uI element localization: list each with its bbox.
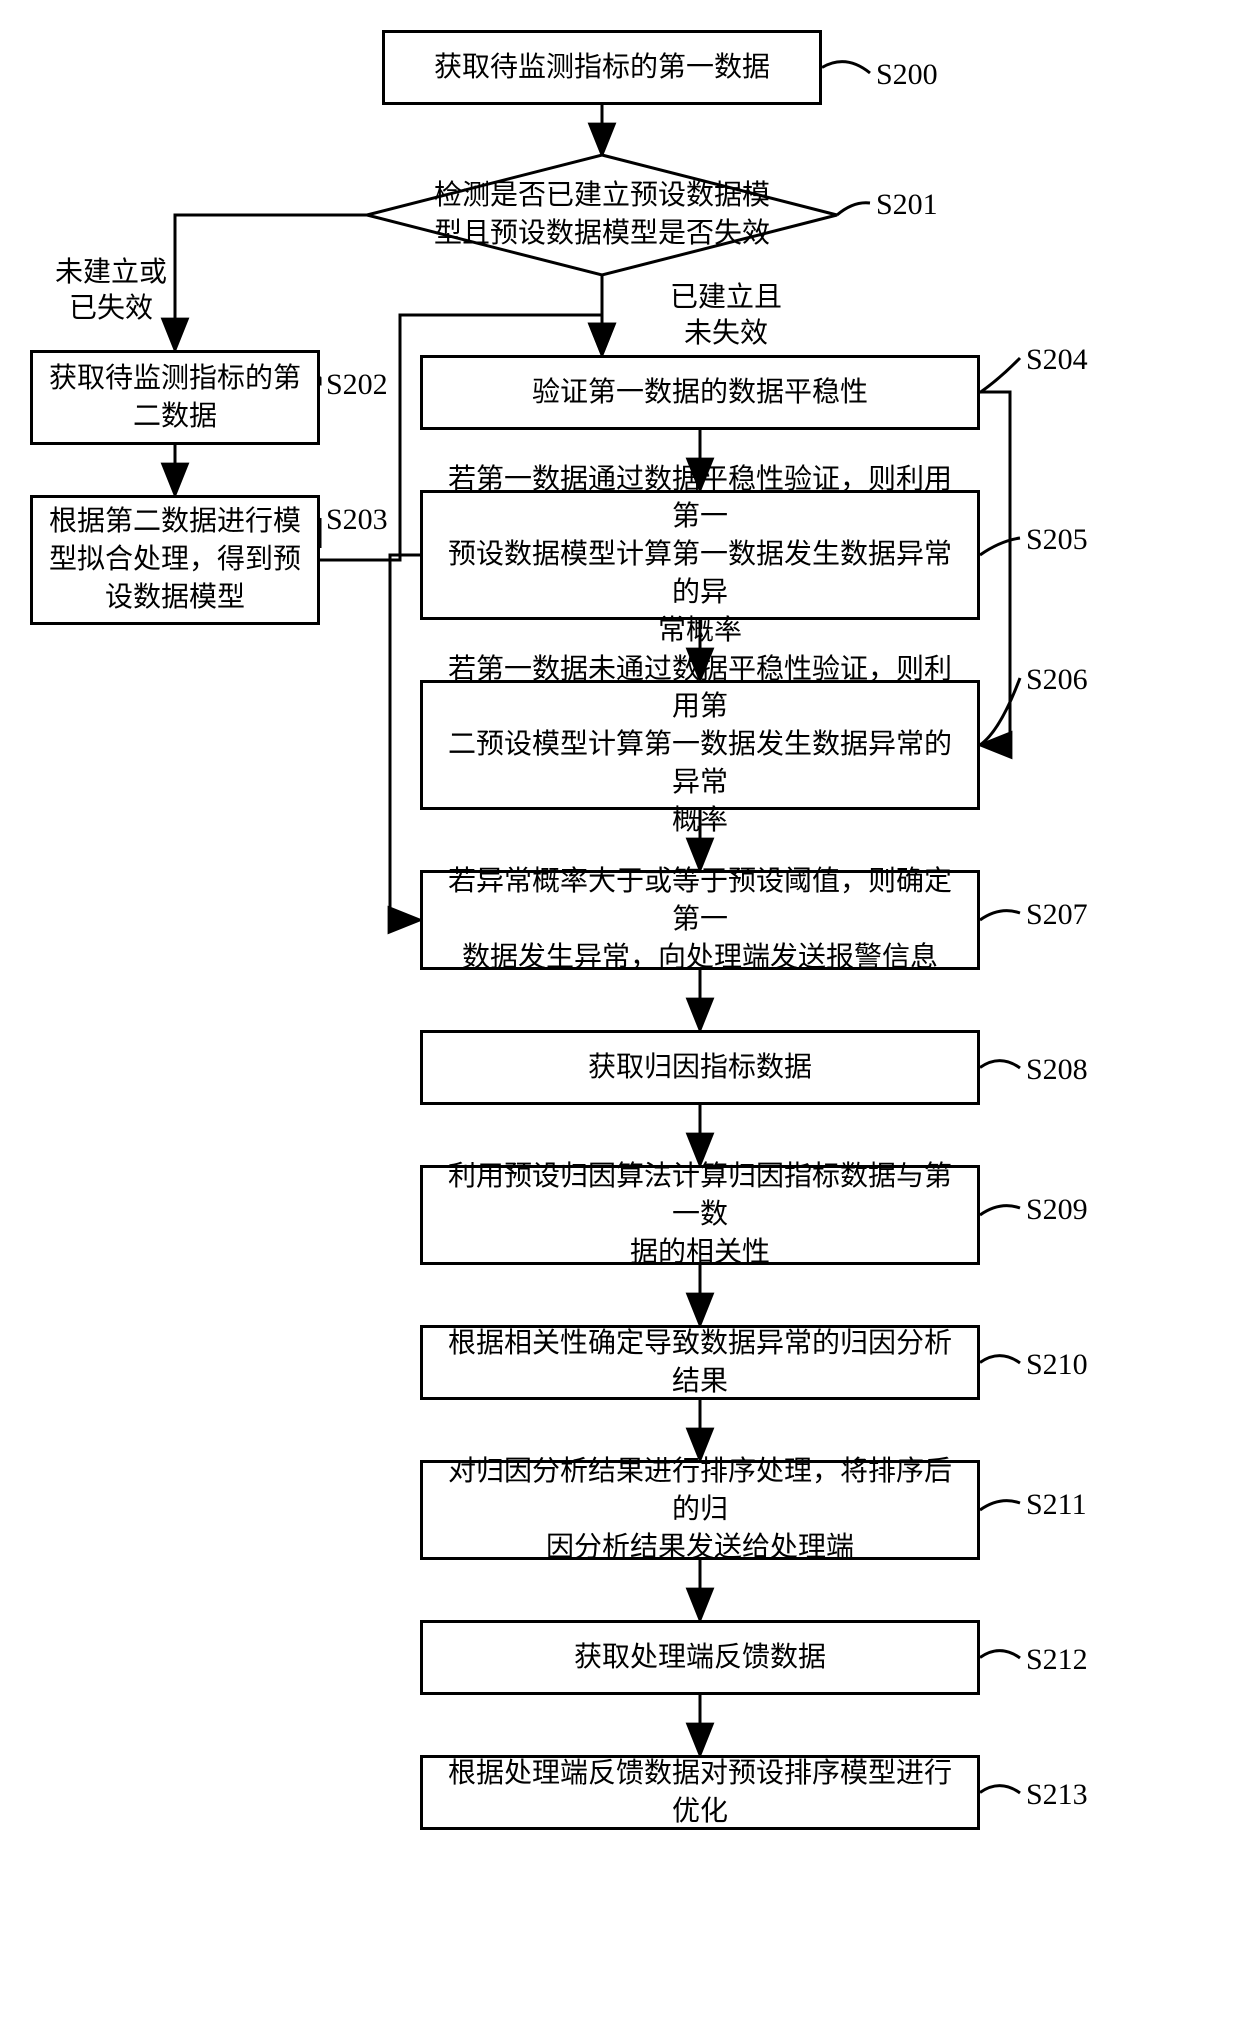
step-s212-text: 获取处理端反馈数据: [574, 1639, 826, 1677]
step-s201-label: S201: [876, 185, 938, 224]
step-s206-box: 若第一数据未通过数据平稳性验证，则利用第二预设模型计算第一数据发生数据异常的异常…: [420, 680, 980, 810]
step-s202-box: 获取待监测指标的第二数据: [30, 350, 320, 445]
step-s200-text: 获取待监测指标的第一数据: [434, 49, 770, 87]
edge-e_s205_s207: [390, 555, 420, 920]
step-s203-box: 根据第二数据进行模型拟合处理，得到预设数据模型: [30, 495, 320, 625]
step-s209-box: 利用预设归因算法计算归因指标数据与第一数据的相关性: [420, 1165, 980, 1265]
step-s206-label: S206: [1026, 660, 1088, 699]
step-s210-box: 根据相关性确定导致数据异常的归因分析结果: [420, 1325, 980, 1400]
step-s202-text: 获取待监测指标的第二数据: [49, 360, 301, 436]
step-s204-label: S204: [1026, 340, 1088, 379]
label-connector-s208: [980, 1061, 1020, 1068]
step-s207-label: S207: [1026, 895, 1088, 934]
flowchart-edges: [0, 0, 1240, 2037]
step-s211-label: S211: [1026, 1485, 1087, 1524]
label-connector-s200: [822, 62, 870, 73]
label-connectors: [0, 0, 1240, 2037]
step-s209-text: 利用预设归因算法计算归因指标数据与第一数据的相关性: [437, 1158, 963, 1271]
label-connector-s207: [980, 911, 1020, 920]
step-s212-label: S212: [1026, 1640, 1088, 1679]
step-s205-box: 若第一数据通过数据平稳性验证，则利用第一预设数据模型计算第一数据发生数据异常的异…: [420, 490, 980, 620]
step-s210-text: 根据相关性确定导致数据异常的归因分析结果: [437, 1325, 963, 1401]
step-s208-label: S208: [1026, 1050, 1088, 1089]
step-s209-label: S209: [1026, 1190, 1088, 1229]
label-connector-s210: [980, 1356, 1020, 1363]
edge-label-no: 未建立或已失效: [55, 255, 167, 328]
step-s201-text: 检测是否已建立预设数据模型且预设数据模型是否失效: [419, 177, 786, 253]
step-s205-text: 若第一数据通过数据平稳性验证，则利用第一预设数据模型计算第一数据发生数据异常的异…: [437, 461, 963, 650]
label-connector-s212: [980, 1651, 1020, 1658]
edge-label-yes: 已建立且未失效: [670, 280, 782, 353]
step-s208-text: 获取归因指标数据: [588, 1049, 812, 1087]
step-s205-label: S205: [1026, 520, 1088, 559]
step-s206-text: 若第一数据未通过数据平稳性验证，则利用第二预设模型计算第一数据发生数据异常的异常…: [437, 651, 963, 840]
step-s213-box: 根据处理端反馈数据对预设排序模型进行优化: [420, 1755, 980, 1830]
step-s207-text: 若异常概率大于或等于预设阈值，则确定第一数据发生异常，向处理端发送报警信息: [437, 863, 963, 976]
edge-e_s201_left: [175, 215, 367, 350]
step-s203-text: 根据第二数据进行模型拟合处理，得到预设数据模型: [49, 503, 301, 616]
step-s202-label: S202: [326, 365, 388, 404]
step-s203-label: S203: [326, 500, 388, 539]
step-s213-label: S213: [1026, 1775, 1088, 1814]
label-connector-s211: [980, 1501, 1020, 1510]
label-connector-s209: [980, 1206, 1020, 1215]
step-s207-box: 若异常概率大于或等于预设阈值，则确定第一数据发生异常，向处理端发送报警信息: [420, 870, 980, 970]
step-s200-label: S200: [876, 55, 938, 94]
step-s200-box: 获取待监测指标的第一数据: [382, 30, 822, 105]
step-s210-label: S210: [1026, 1345, 1088, 1384]
label-connector-s204: [980, 358, 1020, 393]
label-connector-s205: [980, 538, 1020, 555]
label-connector-s201: [837, 203, 870, 215]
edge-e_s204_s206: [980, 392, 1010, 745]
label-connector-s206: [980, 678, 1020, 745]
step-s204-box: 验证第一数据的数据平稳性: [420, 355, 980, 430]
step-s211-box: 对归因分析结果进行排序处理，将排序后的归因分析结果发送给处理端: [420, 1460, 980, 1560]
step-s208-box: 获取归因指标数据: [420, 1030, 980, 1105]
step-s212-box: 获取处理端反馈数据: [420, 1620, 980, 1695]
step-s204-text: 验证第一数据的数据平稳性: [532, 374, 868, 412]
step-s201-diamond: [367, 155, 837, 275]
step-s211-text: 对归因分析结果进行排序处理，将排序后的归因分析结果发送给处理端: [437, 1453, 963, 1566]
label-connector-s213: [980, 1786, 1020, 1793]
step-s213-text: 根据处理端反馈数据对预设排序模型进行优化: [437, 1755, 963, 1831]
